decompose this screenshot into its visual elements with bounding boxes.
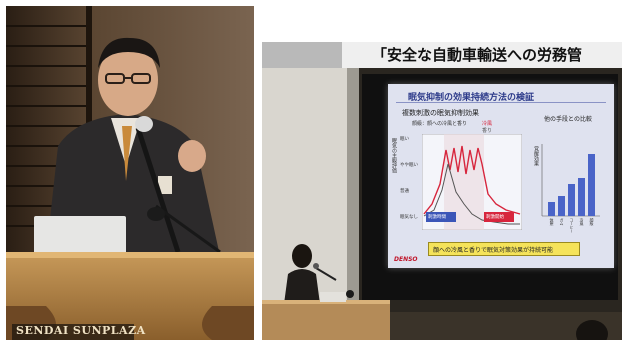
podium-right	[262, 300, 390, 340]
bar-label-5: 顔級	[590, 218, 595, 226]
bar-1	[548, 202, 555, 216]
name-badge	[158, 176, 172, 194]
bar-3	[568, 184, 575, 216]
presentation-slide: 眠気抑制の効果持続方法の検証 複数刺激の眠気抑制効果 顔級：顔への冷風と香り 冷…	[388, 84, 614, 268]
y-axis-label: 眠気の主観評価	[391, 138, 397, 173]
legend-item-1: 冷風	[482, 121, 493, 127]
bar-label-2: ガム	[560, 218, 565, 226]
speaker-tie	[122, 126, 132, 181]
left-panel-title: 複数刺激の眠気抑制効果	[402, 109, 479, 117]
right-panel-title: 他の手段との比較	[544, 116, 592, 123]
left-photo: SENDAI SUNPLAZA	[6, 6, 254, 340]
legend-item-2: 香り	[482, 128, 493, 134]
legend-caption: 顔級：顔への冷風と香り	[412, 121, 468, 127]
y-tick-4: 眠気なし	[400, 215, 418, 220]
speaker-head	[98, 44, 158, 116]
slide-footer: 顔への冷風と香りで眠気対策効果が持続可能	[428, 242, 580, 256]
y-tick-2: やや眠い	[400, 163, 418, 168]
bar-5	[588, 154, 595, 216]
marker-label-1: 刺激時間	[428, 215, 446, 220]
marker-box-1	[426, 212, 456, 222]
microphone-icon	[135, 116, 153, 132]
slide-title: 眠気抑制の効果持続方法の検証	[408, 93, 535, 103]
marker-box-2	[484, 212, 514, 222]
speaker-hair	[98, 37, 160, 68]
bar-label-1: 休憩	[550, 218, 555, 226]
y-tick-3: 普通	[400, 189, 409, 194]
right-y-label: 覚醒効果	[533, 146, 539, 166]
slide-footer-text: 顔への冷風と香りで眠気対策効果が持続可能	[433, 247, 554, 254]
brand-logo: DENSO	[394, 256, 418, 263]
speaker-hand	[178, 140, 206, 172]
banner-text: 「安全な自動車輸送への労務管	[372, 46, 583, 64]
marker-label-2: 刺激開始	[486, 215, 504, 220]
line-chart	[422, 134, 522, 230]
podium-sign: SENDAI SUNPLAZA	[16, 324, 146, 337]
series-line-gray	[423, 163, 520, 225]
y-tick-1: 眠い	[400, 137, 409, 142]
bar-label-4: 冷風	[580, 218, 585, 226]
laptop	[34, 216, 126, 260]
bar-4	[578, 178, 585, 216]
speaker-figure	[292, 244, 312, 268]
right-photo: 「安全な自動車輸送への労務管 眠気抑制の効果持続方法の検証 複数刺激の眠気抑制効…	[262, 42, 622, 340]
speaker-scene	[6, 6, 254, 340]
microphone-stand	[135, 127, 181, 253]
bar-2	[558, 196, 565, 216]
bar-label-3: コーヒー	[570, 218, 575, 234]
bar-chart	[541, 144, 600, 217]
series-line-red	[423, 145, 521, 215]
